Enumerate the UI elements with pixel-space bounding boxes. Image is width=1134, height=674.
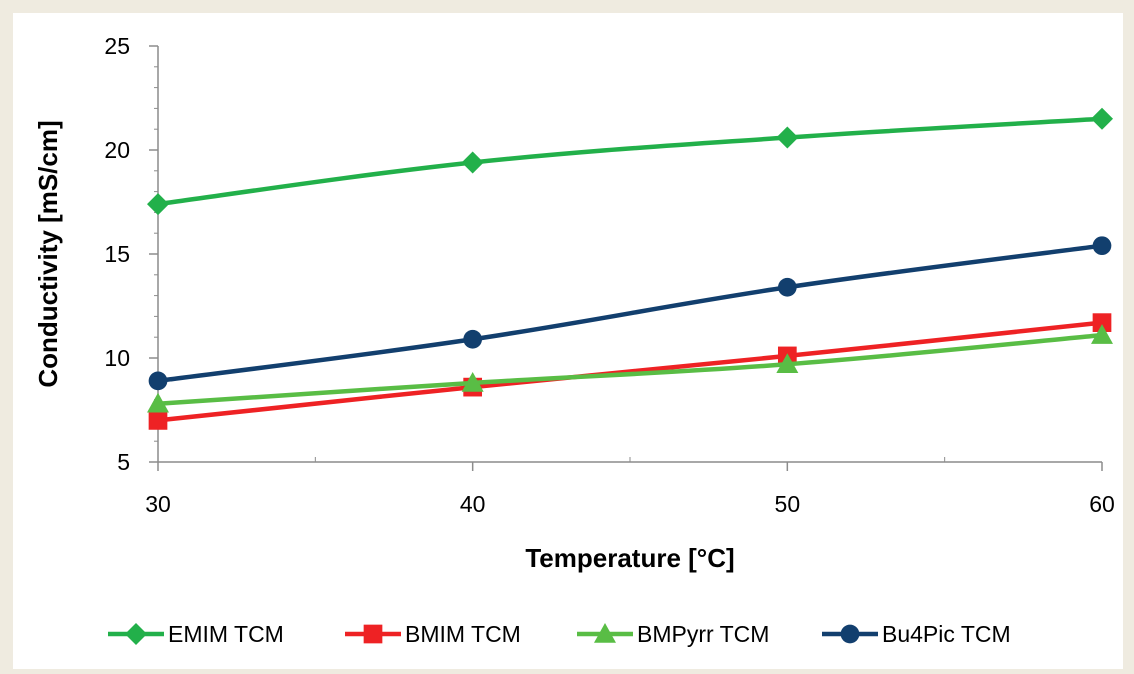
legend-marker-circle bbox=[840, 624, 860, 644]
y-tick-label: 15 bbox=[104, 241, 130, 267]
series-layer bbox=[147, 107, 1113, 430]
legend-marker-square bbox=[363, 624, 383, 644]
axes: 5 10 15 20 25 30 40 50 60 bbox=[104, 33, 1114, 517]
legend-item: BMIM TCM bbox=[345, 621, 521, 647]
legend-label: Bu4Pic TCM bbox=[882, 621, 1011, 647]
data-point-triangle bbox=[776, 353, 799, 374]
legend-item: BMPyrr TCM bbox=[577, 621, 769, 647]
y-axis-title: Conductivity [mS/cm] bbox=[33, 120, 63, 387]
series-line bbox=[155, 320, 1105, 423]
legend-marker-diamond bbox=[125, 623, 147, 645]
line-chart: 5 10 15 20 25 30 40 50 60 Temperature [°C] Cond… bbox=[33, 33, 1115, 647]
legend-label: BMIM TCM bbox=[405, 621, 521, 647]
legend-marker-triangle bbox=[594, 623, 616, 643]
x-tick-label: 50 bbox=[775, 491, 801, 517]
x-tick-label: 40 bbox=[460, 491, 486, 517]
series-bmpyrr-tcm bbox=[147, 324, 1113, 413]
data-point-diamond bbox=[1091, 107, 1113, 130]
data-point-diamond bbox=[461, 151, 484, 174]
data-point-diamond bbox=[776, 126, 799, 149]
data-point-triangle bbox=[1091, 324, 1113, 344]
series-emim-tcm bbox=[147, 107, 1113, 216]
y-tick-label: 20 bbox=[104, 137, 130, 163]
data-point-circle bbox=[777, 277, 797, 297]
data-point-circle bbox=[148, 371, 168, 391]
y-tick-label: 25 bbox=[104, 33, 130, 59]
legend-item: EMIM TCM bbox=[108, 621, 284, 647]
x-tick-label: 30 bbox=[145, 491, 171, 517]
x-axis-title: Temperature [°C] bbox=[525, 543, 734, 573]
series-line bbox=[155, 116, 1105, 207]
data-point-circle bbox=[1092, 236, 1112, 256]
series-bu4pic-tcm bbox=[148, 236, 1112, 391]
data-point-square bbox=[1092, 313, 1112, 332]
y-tick-label: 10 bbox=[104, 345, 130, 371]
legend-label: EMIM TCM bbox=[168, 621, 284, 647]
legend-label: BMPyrr TCM bbox=[637, 621, 769, 647]
series-bmim-tcm bbox=[148, 313, 1112, 430]
x-tick-label: 60 bbox=[1089, 491, 1115, 517]
series-line bbox=[155, 332, 1105, 407]
data-point-circle bbox=[463, 329, 483, 349]
data-point-square bbox=[148, 411, 168, 430]
chart-panel: 5 10 15 20 25 30 40 50 60 Temperature [°C] Cond… bbox=[13, 13, 1123, 669]
y-tick-label: 5 bbox=[117, 449, 130, 475]
series-line bbox=[155, 243, 1105, 384]
legend: EMIM TCM BMIM TCM BMPyrr TCM Bu4Pic TCM bbox=[108, 621, 1011, 647]
data-point-triangle bbox=[461, 371, 484, 392]
data-point-triangle bbox=[147, 392, 169, 413]
x-ticks: 30 40 50 60 bbox=[145, 457, 1115, 517]
legend-item: Bu4Pic TCM bbox=[822, 621, 1011, 647]
data-point-diamond bbox=[147, 193, 169, 216]
